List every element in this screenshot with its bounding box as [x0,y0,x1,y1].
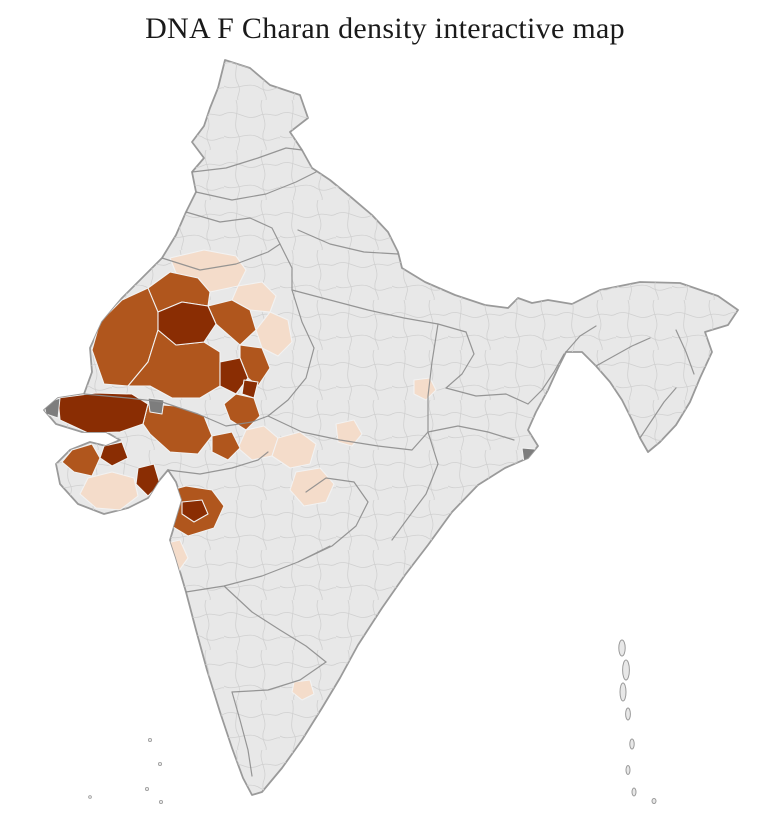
island [157,762,162,767]
state-border [427,323,439,433]
density-medium-districts [61,271,271,537]
state-border [297,477,369,563]
state-border [291,289,467,333]
state-border [445,387,529,405]
state-border [639,387,677,439]
state-border [161,243,281,271]
island [158,800,163,805]
state-border [185,211,281,245]
state-border [675,329,695,375]
district-high[interactable] [241,379,259,399]
state-border [267,415,429,451]
state-border [565,325,597,353]
district-high[interactable] [147,497,169,541]
island [625,765,631,775]
district-low[interactable] [79,471,139,511]
andaman-nicobar-islands [618,639,657,804]
state-border [231,661,327,693]
district-low[interactable] [291,679,315,701]
state-border [279,243,293,291]
district-high[interactable] [219,357,249,395]
island [147,738,152,743]
state-border [231,691,253,777]
island [618,639,626,657]
state-borders [83,147,695,777]
district-low[interactable] [271,431,317,469]
state-border [391,431,439,541]
lakshadweep-islands [88,738,163,805]
state-border [191,147,303,173]
district-high[interactable] [157,301,217,346]
page-title: DNA F Charan density interactive map [145,12,625,45]
district-medium[interactable] [61,443,101,477]
state-border [297,229,399,255]
district-grid-overlay [44,60,738,795]
state-border [83,393,269,427]
state-border [167,451,269,475]
island [622,659,630,681]
state-border [195,171,317,201]
district-low[interactable] [413,377,437,401]
density-high-districts [57,301,259,541]
island [631,787,637,797]
district-low[interactable] [289,467,335,507]
island [651,798,657,804]
district-high[interactable] [99,441,129,467]
state-border [223,585,327,663]
district-no-data[interactable] [521,447,547,467]
state-border [427,425,515,441]
district-no-data[interactable] [44,397,61,419]
state-border [267,289,315,417]
district-high[interactable] [181,499,209,523]
district-medium[interactable] [211,431,241,461]
island [88,795,92,799]
island [144,787,149,792]
island [629,738,635,750]
state-border [595,337,651,367]
island [625,707,631,721]
state-border [527,353,565,405]
district-high[interactable] [57,392,149,434]
island [619,682,627,702]
state-border [445,331,475,389]
